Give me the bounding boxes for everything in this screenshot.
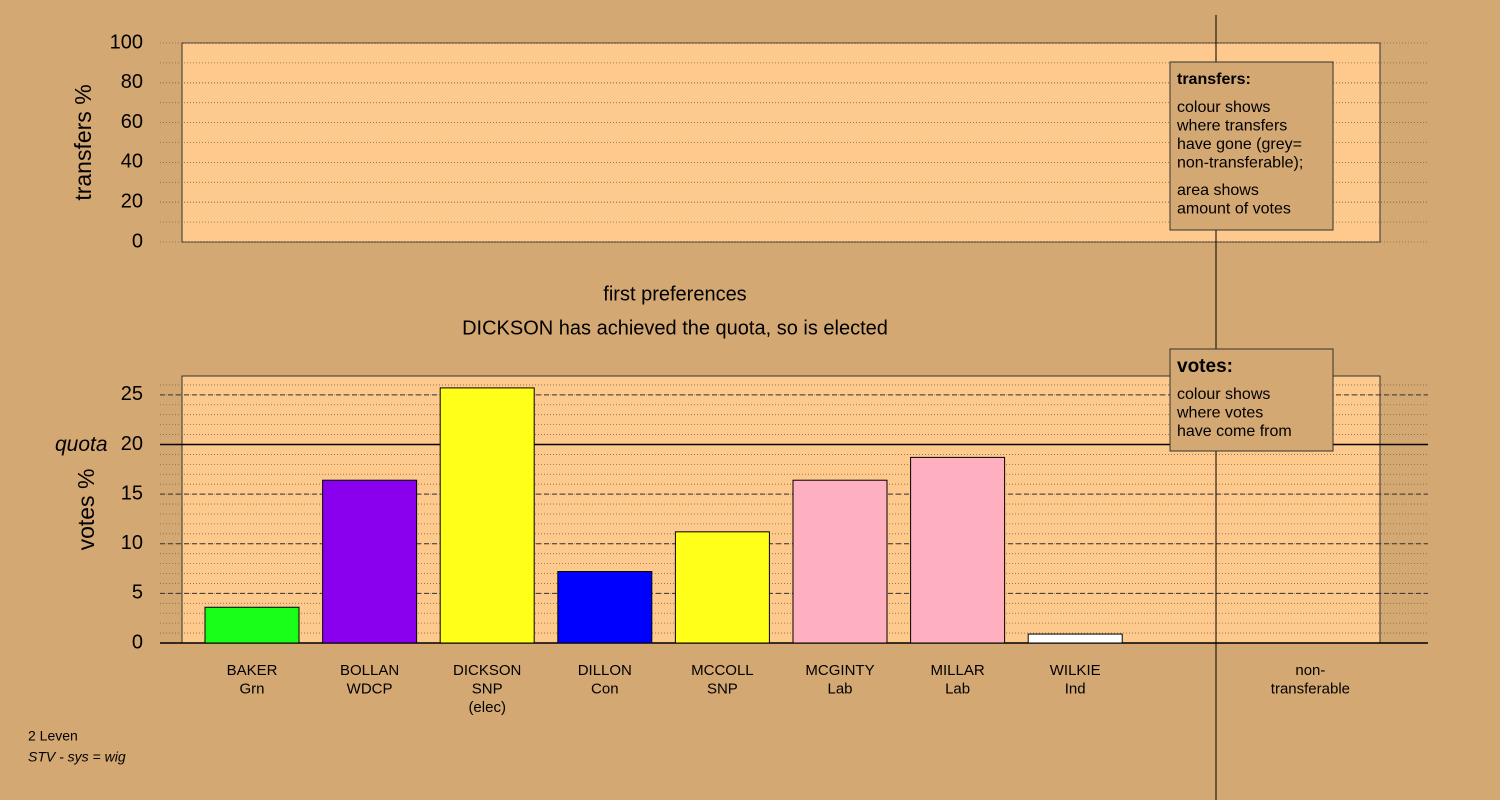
x-tick-label: BOLLAN <box>340 662 399 679</box>
legend-box <box>1169 61 1334 231</box>
x-tick-label: MCGINTY <box>805 662 874 679</box>
legend-text: non-transferable); <box>1177 155 1303 172</box>
x-tick-label: SNP <box>707 680 738 697</box>
legend-text: colour shows <box>1177 386 1270 403</box>
x-tick-label: BAKER <box>227 662 278 679</box>
y-tick-label: 10 <box>121 532 143 554</box>
x-tick-label: non- <box>1295 662 1325 679</box>
bar <box>674 531 770 644</box>
x-tick-label: MILLAR <box>931 662 985 679</box>
chart-subtitle: DICKSON has achieved the quota, so is el… <box>462 317 888 339</box>
y-tick-label: 0 <box>132 230 143 252</box>
bar <box>204 606 300 644</box>
footer-text: STV - sys = wig <box>28 749 126 765</box>
footer-text: 2 Leven <box>28 728 78 744</box>
y-tick-label: 20 <box>121 190 143 212</box>
legend-text: where votes <box>1176 405 1263 422</box>
y-tick-label: 100 <box>110 31 143 53</box>
bar <box>792 479 888 644</box>
x-tick-label: Ind <box>1065 680 1086 697</box>
x-tick-label: WDCP <box>347 680 393 697</box>
bar <box>322 479 418 644</box>
legend-text: colour shows <box>1177 99 1270 116</box>
y-tick-label: 0 <box>132 631 143 653</box>
x-tick-label: DILLON <box>578 662 632 679</box>
chart-title: first preferences <box>603 283 746 305</box>
y-tick-label: 40 <box>121 151 143 173</box>
y-tick-label: 60 <box>121 111 143 133</box>
y-tick-label: 5 <box>132 582 143 604</box>
bar <box>557 571 653 644</box>
x-tick-label: Lab <box>945 680 970 697</box>
legend-text: where transfers <box>1176 118 1287 135</box>
x-tick-label: Lab <box>827 680 852 697</box>
x-tick-label: (elec) <box>468 699 506 716</box>
y-tick-label: 80 <box>121 71 143 93</box>
y-tick-label: 20 <box>121 433 143 455</box>
y-axis-label: votes % <box>73 469 99 551</box>
legend-text: have gone (grey= <box>1177 136 1302 153</box>
y-axis-label: transfers % <box>70 84 96 200</box>
legend-text: area shows <box>1177 182 1259 199</box>
bar <box>439 387 535 644</box>
quota-label: quota <box>55 433 108 456</box>
x-tick-label: SNP <box>472 680 503 697</box>
bar <box>1027 633 1123 644</box>
x-tick-label: Grn <box>239 680 264 697</box>
legend-text: have come from <box>1177 423 1292 440</box>
bar <box>910 456 1006 644</box>
legend-title: transfers: <box>1177 71 1251 88</box>
x-tick-label: Con <box>591 680 619 697</box>
legend-box <box>1169 348 1334 452</box>
x-tick-label: WILKIE <box>1050 662 1101 679</box>
y-tick-label: 15 <box>121 482 143 504</box>
y-tick-label: 25 <box>121 383 143 405</box>
x-tick-label: DICKSON <box>453 662 521 679</box>
x-tick-label: MCCOLL <box>691 662 754 679</box>
x-tick-label: transferable <box>1271 680 1350 697</box>
legend-text: amount of votes <box>1177 201 1291 218</box>
legend-title: votes: <box>1177 356 1233 377</box>
